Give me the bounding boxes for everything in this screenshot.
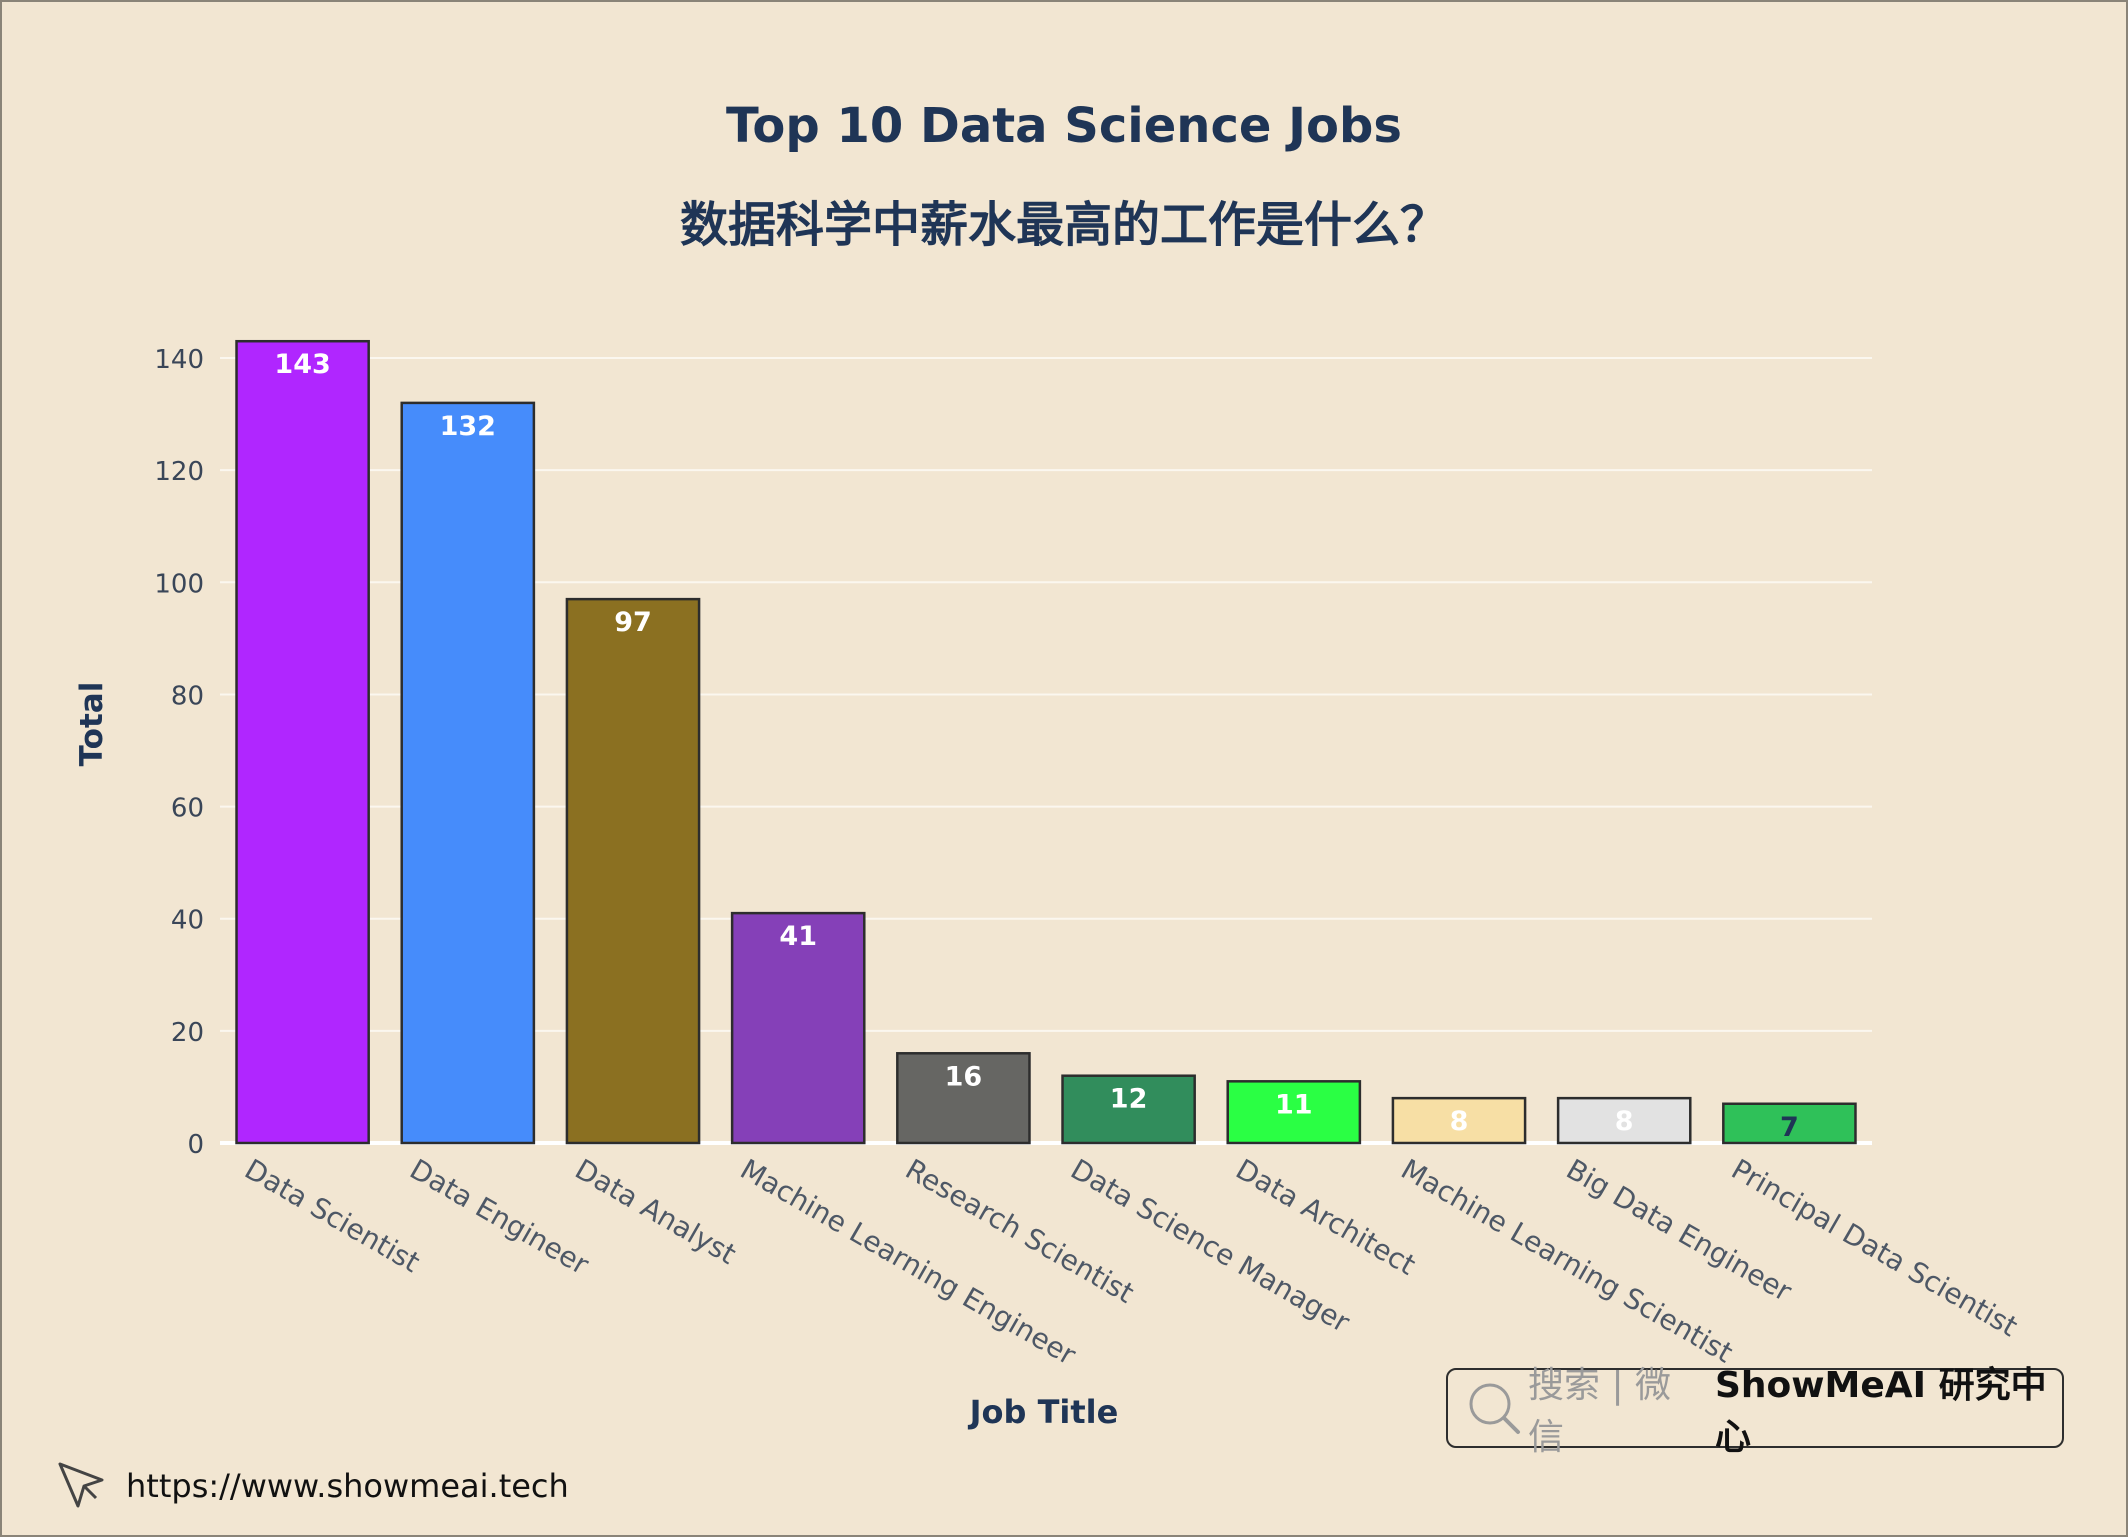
bar-value-label: 41 bbox=[779, 921, 817, 952]
bar bbox=[1556, 1096, 1692, 1145]
bar-value-label: 8 bbox=[1615, 1106, 1634, 1137]
y-tick-label: 120 bbox=[154, 457, 204, 487]
y-tick-label: 20 bbox=[171, 1018, 204, 1048]
badge-brand-text: ShowMeAI 研究中心 bbox=[1715, 1365, 2047, 1458]
badge-search-text: 搜索 | 微信 bbox=[1528, 1365, 1672, 1458]
y-tick-label: 140 bbox=[154, 345, 204, 375]
bar-value-label: 132 bbox=[440, 411, 496, 442]
bar bbox=[1391, 1096, 1527, 1145]
bar-value-label: 97 bbox=[614, 607, 652, 638]
footer-url[interactable]: https://www.showmeai.tech bbox=[126, 1467, 569, 1505]
search-icon bbox=[1466, 1380, 1522, 1436]
footer: https://www.showmeai.tech bbox=[56, 1458, 569, 1514]
y-tick-label: 40 bbox=[171, 906, 204, 936]
x-tick-label: Data Science Manager bbox=[1065, 1152, 1356, 1339]
x-tick-label: Principal Data Scientist bbox=[1726, 1152, 2023, 1343]
bar-value-label: 11 bbox=[1275, 1089, 1313, 1120]
bar-value-label: 8 bbox=[1450, 1106, 1469, 1137]
bar-value-label: 143 bbox=[274, 349, 330, 380]
bar bbox=[730, 911, 866, 1145]
bars bbox=[235, 339, 1857, 1145]
bar bbox=[1226, 1080, 1362, 1145]
bar-value-label: 7 bbox=[1780, 1112, 1799, 1143]
x-tick-label: Data Analyst bbox=[570, 1152, 742, 1270]
x-tick-label: Data Scientist bbox=[239, 1152, 425, 1279]
bar-value-labels: 143 132 97 41 16 12 11 8 8 7 bbox=[274, 349, 1798, 1143]
bar bbox=[400, 401, 536, 1145]
bar bbox=[1722, 1102, 1857, 1145]
cursor-arrow-icon bbox=[56, 1458, 108, 1514]
chart-title: Top 10 Data Science Jobs bbox=[726, 98, 1402, 154]
x-axis-label: Job Title bbox=[968, 1393, 1119, 1431]
y-axis-ticks: 0 20 40 60 80 100 120 140 bbox=[154, 345, 204, 1160]
bar-value-label: 16 bbox=[945, 1061, 983, 1092]
bar-value-label: 12 bbox=[1110, 1084, 1148, 1115]
x-tick-label: Data Engineer bbox=[404, 1152, 595, 1281]
x-tick-label: Machine Learning Scientist bbox=[1396, 1152, 1739, 1369]
y-tick-label: 60 bbox=[171, 794, 204, 824]
bar bbox=[1061, 1074, 1196, 1145]
y-tick-label: 100 bbox=[154, 569, 204, 599]
wechat-search-badge: 搜索 | 微信 ShowMeAI 研究中心 bbox=[1446, 1365, 2064, 1458]
bar bbox=[896, 1052, 1031, 1145]
y-tick-label: 0 bbox=[187, 1130, 204, 1160]
bar bbox=[235, 339, 370, 1145]
chart-subtitle: 数据科学中薪水最高的工作是什么？ bbox=[679, 197, 1448, 253]
y-tick-label: 80 bbox=[171, 681, 204, 711]
bar bbox=[565, 597, 701, 1145]
y-axis-label: Total bbox=[74, 682, 110, 767]
